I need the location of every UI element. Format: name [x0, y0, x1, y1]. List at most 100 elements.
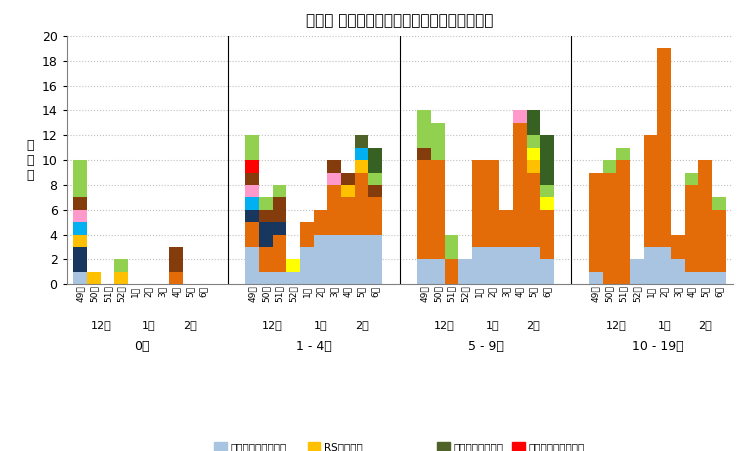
Bar — [684, 185, 699, 272]
Bar — [369, 185, 382, 198]
Text: 1月: 1月 — [314, 320, 327, 330]
Bar — [73, 235, 87, 247]
Bar — [417, 110, 431, 148]
Bar — [671, 259, 685, 284]
Bar — [169, 272, 183, 284]
Bar — [259, 272, 272, 284]
Bar — [671, 235, 685, 259]
Bar — [513, 247, 527, 284]
Bar — [431, 160, 445, 259]
Bar — [369, 172, 382, 185]
Bar — [245, 247, 259, 284]
Bar — [417, 259, 431, 284]
Bar — [712, 197, 726, 210]
Bar — [115, 259, 128, 272]
Bar — [485, 160, 500, 247]
Bar — [602, 160, 616, 172]
Bar — [73, 272, 87, 284]
Bar — [369, 197, 382, 235]
Bar — [684, 172, 699, 185]
Bar — [327, 160, 341, 172]
Text: 5 - 9歳: 5 - 9歳 — [468, 340, 503, 353]
Bar — [245, 185, 259, 198]
Legend: 新型コロナウイルス, インフルエンザウイルス, ライノウイルス, RSウイルス, ヒトメタニューモウイルス, パラインフルエンザウイルス1-4型, ヒトボカウイ: 新型コロナウイルス, インフルエンザウイルス, ライノウイルス, RSウイルス,… — [210, 438, 589, 451]
Bar — [527, 172, 540, 247]
Bar — [616, 148, 630, 160]
Text: 12月: 12月 — [434, 320, 455, 330]
Bar — [540, 135, 554, 185]
Text: 2月: 2月 — [699, 320, 712, 330]
Bar — [245, 135, 259, 160]
Bar — [513, 123, 527, 247]
Bar — [354, 235, 369, 284]
Bar — [485, 247, 500, 284]
Bar — [272, 222, 286, 235]
Bar — [73, 222, 87, 235]
Bar — [527, 110, 540, 135]
Bar — [259, 247, 272, 272]
Text: 12月: 12月 — [606, 320, 627, 330]
Bar — [341, 172, 354, 185]
Bar — [527, 135, 540, 148]
Bar — [272, 272, 286, 284]
Bar — [245, 160, 259, 172]
Bar — [314, 235, 327, 284]
Bar — [445, 259, 458, 284]
Bar — [417, 160, 431, 259]
Text: 1月: 1月 — [485, 320, 500, 330]
Bar — [354, 172, 369, 235]
Bar — [644, 247, 657, 284]
Bar — [431, 123, 445, 160]
Bar — [369, 235, 382, 284]
Text: 2月: 2月 — [183, 320, 197, 330]
Text: 0歳: 0歳 — [134, 340, 149, 353]
Bar — [431, 259, 445, 284]
Bar — [327, 235, 341, 284]
Bar — [657, 48, 671, 247]
Bar — [527, 247, 540, 284]
Bar — [589, 272, 602, 284]
Bar — [354, 135, 369, 148]
Bar — [341, 197, 354, 235]
Bar — [259, 210, 272, 222]
Text: 12月: 12月 — [90, 320, 111, 330]
Bar — [369, 148, 382, 172]
Bar — [314, 210, 327, 235]
Bar — [354, 148, 369, 160]
Bar — [602, 172, 616, 284]
Text: 2月: 2月 — [527, 320, 540, 330]
Bar — [286, 272, 300, 284]
Bar — [589, 172, 602, 272]
Bar — [245, 210, 259, 222]
Bar — [341, 235, 354, 284]
Bar — [73, 160, 87, 198]
Bar — [272, 235, 286, 272]
Bar — [513, 110, 527, 123]
Bar — [300, 222, 314, 247]
Bar — [540, 197, 554, 210]
Bar — [500, 247, 513, 284]
Bar — [245, 222, 259, 247]
Bar — [272, 197, 286, 222]
Y-axis label: 検
出
数: 検 出 数 — [27, 138, 34, 182]
Bar — [540, 259, 554, 284]
Bar — [169, 247, 183, 272]
Bar — [712, 210, 726, 272]
Bar — [630, 259, 644, 284]
Bar — [712, 272, 726, 284]
Text: 10 - 19歳: 10 - 19歳 — [632, 340, 683, 353]
Text: 1月: 1月 — [142, 320, 155, 330]
Bar — [445, 235, 458, 259]
Bar — [73, 247, 87, 272]
Bar — [417, 148, 431, 160]
Bar — [472, 160, 485, 247]
Bar — [354, 160, 369, 172]
Bar — [73, 197, 87, 210]
Bar — [527, 148, 540, 160]
Bar — [115, 272, 128, 284]
Bar — [245, 197, 259, 210]
Text: 1月: 1月 — [657, 320, 671, 330]
Bar — [472, 247, 485, 284]
Bar — [657, 247, 671, 284]
Bar — [540, 210, 554, 259]
